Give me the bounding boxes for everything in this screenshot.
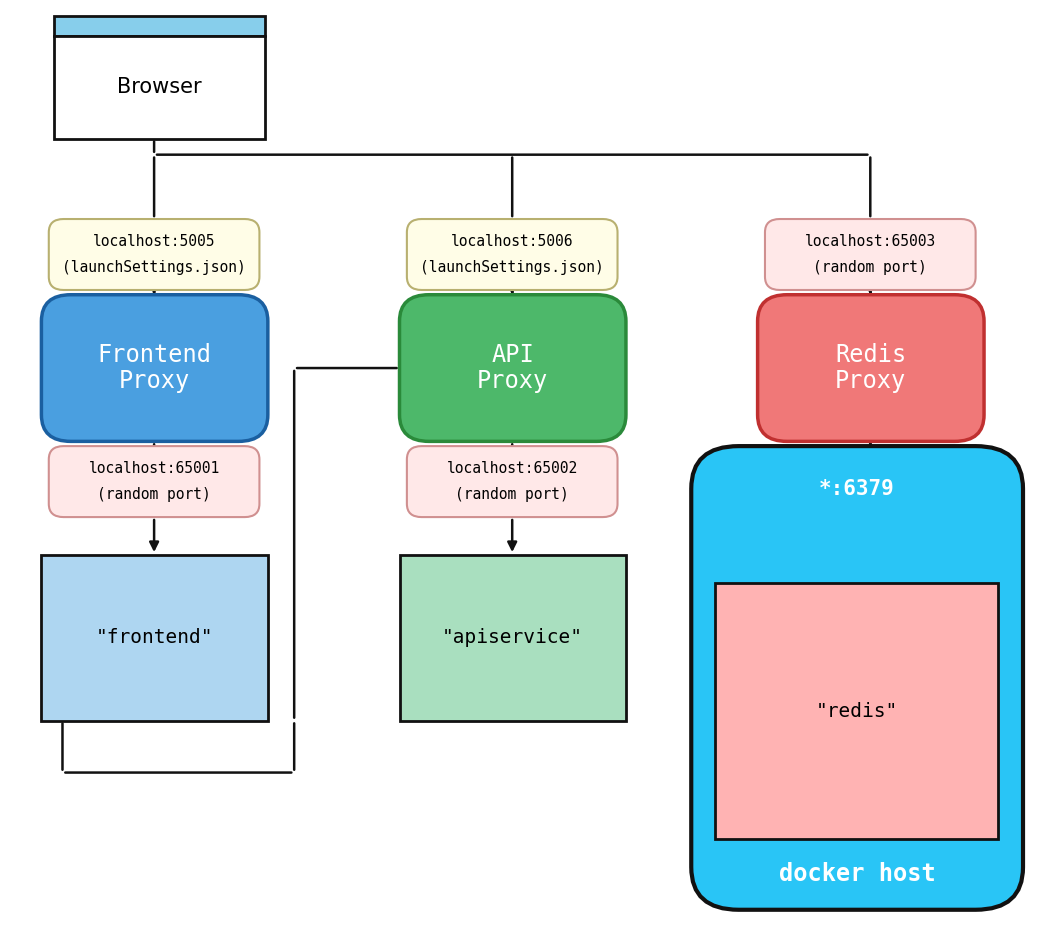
Text: Proxy: Proxy [835,369,906,393]
Text: *:6379: *:6379 [819,478,895,498]
Bar [54,15,265,36]
Text: Redis: Redis [835,343,906,367]
Text: Proxy: Proxy [477,369,548,393]
Text: (random port): (random port) [813,260,927,275]
Text: localhost:5006: localhost:5006 [451,233,573,249]
Text: (launchSettings.json): (launchSettings.json) [420,260,604,275]
Text: (random port): (random port) [455,488,569,502]
FancyBboxPatch shape [49,446,260,517]
Text: Browser: Browser [117,78,202,98]
FancyBboxPatch shape [407,446,618,517]
Text: "redis": "redis" [815,701,898,720]
Text: "frontend": "frontend" [96,628,213,647]
Text: "apiservice": "apiservice" [442,628,583,647]
Bar [41,555,268,720]
Text: localhost:65003: localhost:65003 [805,233,936,249]
Text: localhost:5005: localhost:5005 [93,233,215,249]
Bar [54,36,265,139]
Text: docker host: docker host [778,862,936,885]
Text: Frontend: Frontend [97,343,211,367]
Text: (random port): (random port) [97,488,211,502]
FancyBboxPatch shape [692,446,1023,910]
Bar [716,584,998,839]
FancyBboxPatch shape [757,295,984,441]
Bar [399,555,626,720]
FancyBboxPatch shape [41,295,268,441]
Text: Proxy: Proxy [119,369,190,393]
FancyBboxPatch shape [407,219,618,290]
Text: localhost:65001: localhost:65001 [89,461,220,475]
FancyBboxPatch shape [399,295,626,441]
Text: localhost:65002: localhost:65002 [447,461,578,475]
FancyBboxPatch shape [49,219,260,290]
Text: (launchSettings.json): (launchSettings.json) [62,260,246,275]
Text: API: API [491,343,534,367]
FancyBboxPatch shape [765,219,976,290]
